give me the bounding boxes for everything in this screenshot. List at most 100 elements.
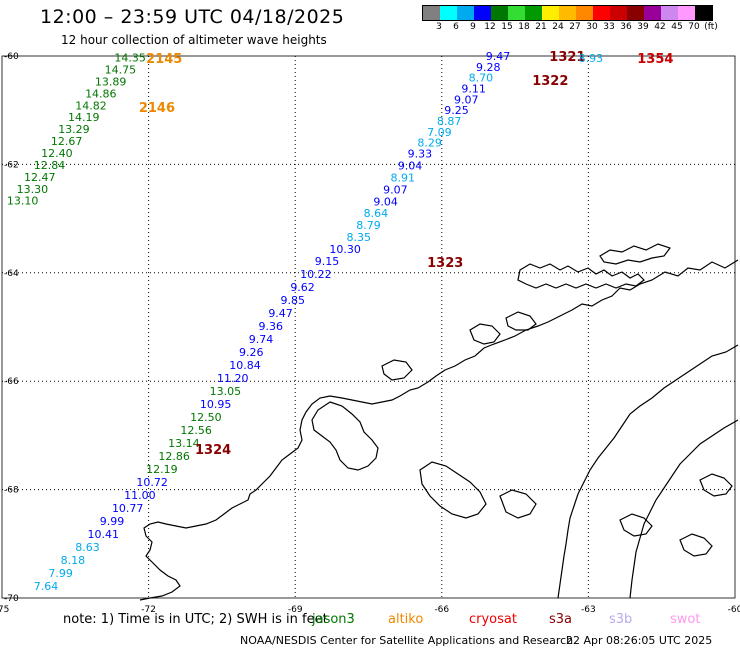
anvers-island	[469, 323, 501, 345]
colorbar-tick: 42	[654, 22, 666, 32]
wave-height-value: 8.70	[469, 72, 494, 85]
longitude-label: -60	[728, 605, 740, 615]
wave-height-value: 9.07	[454, 93, 479, 106]
wave-height-value: 12.84	[34, 159, 66, 172]
legend-altiko: altiko	[388, 612, 424, 627]
wave-height-value: 10.77	[112, 502, 144, 515]
colorbar-swatch	[576, 6, 593, 20]
wave-height-value: 12.19	[146, 463, 178, 476]
wave-height-value: 14.86	[85, 87, 117, 100]
colorbar-swatch	[508, 6, 525, 20]
colorbar-swatch	[627, 6, 644, 20]
legend-jason3: jason3	[312, 612, 355, 627]
lat-lon-grid: -75 -72 -69 -66 -63 -60 -60 -62 -64 -66 -68 -70	[0, 52, 740, 615]
wave-height-value: 12.86	[158, 450, 190, 463]
wave-height-value: 7.09	[427, 126, 452, 139]
wave-height-value: 8.93	[579, 52, 604, 65]
wave-height-value: 14.75	[105, 64, 136, 77]
eastern-islands	[619, 513, 653, 537]
wave-height-value: 14.82	[75, 99, 107, 112]
colorbar-tick: (ft)	[704, 22, 718, 32]
wave-height-value: 10.95	[200, 398, 232, 411]
map-frame	[1, 55, 736, 599]
colorbar-tick: 24	[552, 22, 564, 32]
colorbar-swatch	[610, 6, 627, 20]
wave-height-value: 13.05	[210, 385, 242, 398]
longitude-label: -63	[581, 605, 596, 615]
wave-height-value: 9.04	[373, 195, 398, 208]
wave-height-value: 9.11	[461, 83, 486, 96]
wave-height-value: 9.47	[486, 50, 511, 63]
wave-height-value: 9.33	[408, 148, 433, 161]
wave-height-value: 9.28	[476, 61, 501, 74]
colorbar-tick: 21	[535, 22, 547, 32]
wave-height-value: 13.89	[95, 75, 127, 88]
colorbar-tick: 27	[569, 22, 581, 32]
wave-height-value: 11.20	[217, 372, 249, 385]
wave-height-value: 9.99	[100, 515, 125, 528]
latitude-label: -62	[4, 160, 19, 170]
colorbar-swatch	[423, 6, 440, 20]
wave-height-value: 8.29	[417, 137, 442, 150]
wave-height-value: 9.47	[268, 307, 293, 320]
wave-height-value: 8.18	[61, 554, 86, 567]
pass-time-label: 1321	[549, 50, 585, 65]
colorbar-swatch	[661, 6, 678, 20]
south-shetland-islands	[517, 263, 645, 289]
eastern-islands-2	[679, 533, 713, 557]
wave-height-value: 13.30	[17, 183, 49, 196]
eastern-islands-3	[699, 473, 733, 497]
wave-height-value: 14.19	[68, 111, 100, 124]
satellite-legend: jason3 altiko cryosat s3a s3b swot	[0, 612, 740, 630]
wave-height-value: 8.91	[390, 171, 415, 184]
wave-height-value: 12.50	[190, 411, 222, 424]
wave-height-value: 8.63	[75, 541, 100, 554]
wave-height-value: 12.40	[41, 147, 73, 160]
colorbar-swatch	[542, 6, 559, 20]
wave-height-value: 9.07	[383, 183, 408, 196]
wave-height-value: 13.29	[58, 123, 90, 136]
longitude-label: -69	[288, 605, 303, 615]
longitude-label: -66	[434, 605, 449, 615]
colorbar-swatch	[474, 6, 491, 20]
interior-shelf	[419, 461, 487, 519]
colorbar-swatch	[695, 6, 712, 20]
wave-height-value: 10.84	[229, 359, 260, 372]
latitude-label: -66	[4, 377, 19, 387]
legend-swot: swot	[670, 612, 701, 627]
colorbar-swatch	[491, 6, 508, 20]
wave-height-value: 9.62	[290, 281, 315, 294]
wave-height-value: 11.00	[124, 489, 155, 502]
wave-height-value: 9.04	[398, 159, 423, 172]
wave-height-value: 8.64	[364, 207, 389, 220]
colorbar-tick: 3	[436, 22, 442, 32]
footer-note: note: 1) Time is in UTC; 2) SWH is in fe…	[63, 612, 328, 627]
colorbar-swatch	[525, 6, 542, 20]
bransfield-islands	[599, 243, 671, 265]
wave-height-value: 14.35	[114, 52, 146, 65]
wave-height-value: 13.10	[7, 195, 38, 208]
wave-height-value: 10.30	[329, 243, 361, 256]
wave-height-value: 7.99	[48, 567, 73, 580]
adelaide-island	[381, 359, 413, 381]
wave-height-value: 8.35	[347, 231, 372, 244]
wave-height-value: 8.79	[356, 219, 381, 232]
wave-height-value: 7.64	[34, 580, 59, 593]
colorbar-tick: 6	[453, 22, 459, 32]
colorbar-tick: 70	[688, 22, 700, 32]
wave-height-value: 9.25	[444, 104, 469, 117]
colorbar-tick: 39	[637, 22, 649, 32]
pass-time-label: 1324	[195, 443, 231, 458]
colorbar-ticks: 3 6 9 12 15 18 21 24 27 30 33 36 39 42 45 70 (ft)	[422, 22, 740, 36]
colorbar-swatch	[457, 6, 474, 20]
alexander-island	[311, 401, 379, 471]
colorbar-tick: 9	[470, 22, 476, 32]
interior-shelf-2	[499, 489, 537, 519]
legend-s3b: s3b	[609, 612, 633, 627]
colorbar-tick: 30	[586, 22, 598, 32]
colorbar-tick: 45	[671, 22, 683, 32]
wave-height-value: 12.67	[51, 135, 83, 148]
colorbar-swatch	[559, 6, 576, 20]
colorbar-tick: 18	[518, 22, 530, 32]
legend-s3a: s3a	[549, 612, 573, 627]
